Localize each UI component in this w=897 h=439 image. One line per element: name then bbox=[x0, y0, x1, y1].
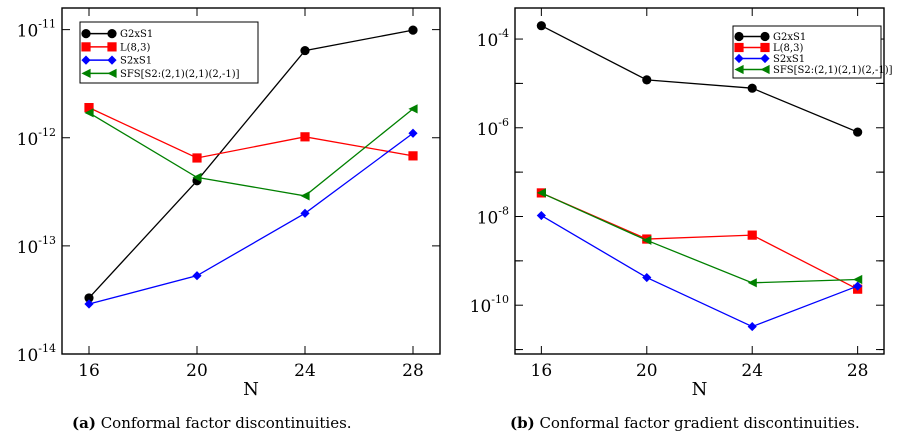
legend-label: G2xS1 bbox=[120, 29, 153, 40]
series-line bbox=[541, 192, 858, 290]
x-tick-label: 28 bbox=[847, 361, 869, 381]
y-tick-label: 10-6 bbox=[477, 116, 509, 140]
data-point bbox=[84, 108, 94, 118]
series-2 bbox=[536, 210, 863, 332]
y-tick-label: 10-10 bbox=[470, 293, 509, 317]
y-tick-label: 10-11 bbox=[17, 18, 56, 42]
y-tick-label: 10-8 bbox=[477, 204, 509, 228]
data-point bbox=[300, 45, 310, 56]
x-tick-label: 20 bbox=[186, 361, 208, 381]
data-point bbox=[84, 293, 94, 303]
caption-tag: (b) bbox=[510, 414, 535, 432]
x-tick-label: 24 bbox=[294, 361, 316, 381]
series-line bbox=[541, 214, 858, 328]
data-point bbox=[536, 210, 546, 221]
data-point bbox=[300, 132, 310, 142]
legend-marker bbox=[107, 42, 117, 52]
legend-marker bbox=[107, 68, 117, 78]
data-point bbox=[853, 281, 863, 291]
caption-tag: (a) bbox=[72, 414, 96, 432]
data-point bbox=[84, 103, 94, 113]
legend-marker bbox=[81, 42, 91, 52]
data-point bbox=[853, 127, 863, 137]
x-axis-title: N bbox=[692, 379, 708, 400]
caption-text: Conformal factor discontinuities. bbox=[96, 414, 352, 432]
chart-panel-a: 16 20 24 28 10-14 10-13 10-12 10-11 N G2xS1 L(8,3)… bbox=[17, 7, 441, 432]
legend-marker bbox=[760, 42, 770, 53]
legend-marker bbox=[734, 42, 744, 53]
data-point bbox=[642, 235, 652, 245]
legend-label: L(8,3) bbox=[120, 42, 150, 53]
legend-label: SFS[S2:(2,1)(2,1)(2,-1)] bbox=[120, 69, 240, 80]
data-point bbox=[642, 75, 652, 85]
legend-marker bbox=[81, 29, 91, 39]
x-tick-label: 16 bbox=[78, 361, 100, 381]
y-tick-label: 10-13 bbox=[17, 234, 56, 258]
legend-label: S2xS1 bbox=[773, 54, 805, 65]
x-tick-label: 16 bbox=[531, 361, 553, 381]
legend-label: L(8,3) bbox=[773, 43, 803, 54]
data-point bbox=[853, 274, 863, 285]
data-point bbox=[642, 272, 652, 283]
legend-marker bbox=[760, 64, 770, 75]
x-axis-title: N bbox=[243, 379, 259, 400]
series-0 bbox=[536, 21, 863, 137]
figure-caption: (b) Conformal factor gradient discontinu… bbox=[510, 414, 860, 432]
data-point bbox=[408, 128, 418, 138]
legend-label: SFS[S2:(2,1)(2,1)(2,-1)] bbox=[773, 65, 893, 76]
data-point bbox=[408, 104, 418, 114]
data-point bbox=[408, 25, 418, 35]
series-2 bbox=[84, 128, 418, 309]
legend-marker bbox=[81, 55, 91, 65]
series-line bbox=[88, 29, 414, 299]
series-line bbox=[88, 132, 414, 305]
data-point bbox=[747, 321, 757, 332]
legend-marker bbox=[107, 29, 117, 39]
y-tick-label: 10-12 bbox=[17, 126, 56, 150]
data-point bbox=[408, 151, 418, 161]
y-tick-label: 10-14 bbox=[17, 342, 56, 366]
legend-marker bbox=[81, 68, 91, 78]
data-point bbox=[192, 271, 202, 281]
data-point bbox=[747, 278, 757, 288]
chart-panel-b: 16 20 24 28 10-10 10-8 10-6 10-4 N G2xS1L(8,3)S2x… bbox=[470, 7, 893, 432]
data-point bbox=[192, 172, 202, 182]
series-3 bbox=[536, 188, 863, 288]
series-line bbox=[88, 107, 414, 159]
series-line bbox=[88, 108, 414, 197]
data-point bbox=[192, 153, 202, 163]
data-point bbox=[84, 299, 94, 309]
data-point bbox=[536, 188, 546, 198]
plot-frame bbox=[514, 7, 885, 355]
plot-frame bbox=[61, 7, 441, 355]
series-3 bbox=[84, 104, 418, 201]
caption-text: Conformal factor gradient discontinuitie… bbox=[535, 414, 860, 432]
series-line bbox=[541, 192, 858, 284]
x-tick-label: 24 bbox=[741, 361, 763, 381]
legend-marker bbox=[107, 55, 117, 65]
series-1 bbox=[84, 103, 418, 163]
legend-label: G2xS1 bbox=[773, 32, 806, 43]
legend-marker bbox=[760, 53, 770, 64]
figure-caption: (a) Conformal factor discontinuities. bbox=[72, 414, 352, 432]
y-tick-label: 10-4 bbox=[477, 27, 509, 51]
data-point bbox=[300, 191, 310, 201]
legend-marker bbox=[734, 31, 744, 42]
x-tick-label: 20 bbox=[636, 361, 658, 381]
legend-marker bbox=[734, 53, 744, 64]
series-0 bbox=[84, 25, 418, 303]
legend-marker bbox=[760, 31, 770, 42]
x-tick-label: 28 bbox=[402, 361, 424, 381]
data-point bbox=[747, 83, 757, 93]
series-line bbox=[541, 25, 858, 133]
data-point bbox=[536, 21, 546, 31]
data-point bbox=[747, 230, 757, 240]
legend: G2xS1 L(8,3) S2xS1 SFS[S2:(2,1)(2,1)(2,-1)] bbox=[79, 21, 259, 84]
legend-marker bbox=[734, 64, 744, 75]
legend-label: S2xS1 bbox=[120, 56, 152, 67]
data-point bbox=[300, 208, 310, 218]
